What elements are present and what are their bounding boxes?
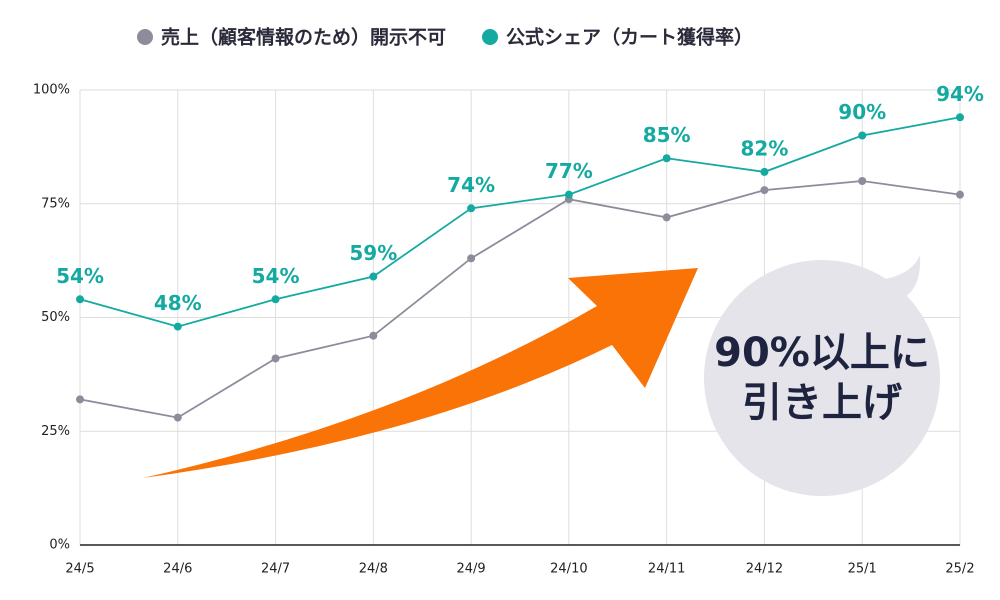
- data-label: 48%: [154, 291, 202, 315]
- data-label: 74%: [447, 173, 495, 197]
- y-tick-label: 0%: [49, 538, 70, 553]
- x-tick-label: 24/12: [746, 562, 783, 577]
- y-tick-label: 50%: [41, 310, 70, 325]
- data-point: [858, 131, 867, 140]
- trend-arrow: [143, 268, 698, 478]
- x-tick-label: 24/7: [261, 562, 290, 577]
- data-point: [760, 186, 769, 195]
- data-point: [662, 154, 671, 163]
- data-point: [760, 167, 769, 176]
- data-point: [173, 413, 182, 422]
- x-tick-label: 25/2: [945, 562, 974, 577]
- series-line: [79, 180, 961, 419]
- data-point: [76, 395, 84, 404]
- speech-bubble: [704, 260, 940, 496]
- data-point: [369, 331, 378, 340]
- x-tick-label: 24/10: [550, 562, 587, 577]
- data-point: [76, 295, 84, 304]
- data-point: [271, 354, 280, 363]
- data-point: [467, 254, 476, 263]
- x-tick-label: 24/8: [359, 562, 388, 577]
- x-tick-label: 25/1: [848, 562, 877, 577]
- data-label: 82%: [741, 136, 789, 160]
- x-tick-label: 24/9: [457, 562, 486, 577]
- data-point: [858, 177, 867, 185]
- data-label: 54%: [56, 264, 104, 288]
- y-tick-label: 25%: [41, 424, 70, 439]
- legend-marker: [482, 29, 499, 45]
- legend-label: 売上（顧客情報のため）開示不可: [161, 26, 446, 49]
- y-tick-label: 75%: [41, 196, 70, 211]
- x-tick-label: 24/11: [648, 562, 685, 577]
- data-point: [173, 322, 182, 331]
- data-label: 77%: [545, 159, 593, 183]
- data-point: [369, 272, 378, 281]
- data-point: [956, 190, 964, 199]
- annotation: 90%以上に: [714, 330, 930, 376]
- data-point: [271, 295, 280, 304]
- data-point: [956, 113, 964, 122]
- legend-label: 公式シェア（カート獲得率）: [506, 26, 753, 49]
- y-tick-label: 100%: [33, 83, 70, 98]
- x-tick-label: 24/6: [163, 562, 192, 577]
- x-tick-label: 24/5: [65, 562, 94, 577]
- data-label: 85%: [643, 123, 691, 147]
- legend-marker: [137, 29, 153, 45]
- data-label: 59%: [349, 241, 397, 265]
- data-point: [467, 204, 476, 213]
- data-label: 54%: [252, 264, 300, 288]
- data-label: 94%: [936, 82, 984, 106]
- series-line: [79, 116, 961, 328]
- data-point: [662, 213, 671, 222]
- data-point: [564, 190, 573, 199]
- data-label: 90%: [838, 100, 886, 124]
- annotation: 引き上げ: [742, 380, 902, 426]
